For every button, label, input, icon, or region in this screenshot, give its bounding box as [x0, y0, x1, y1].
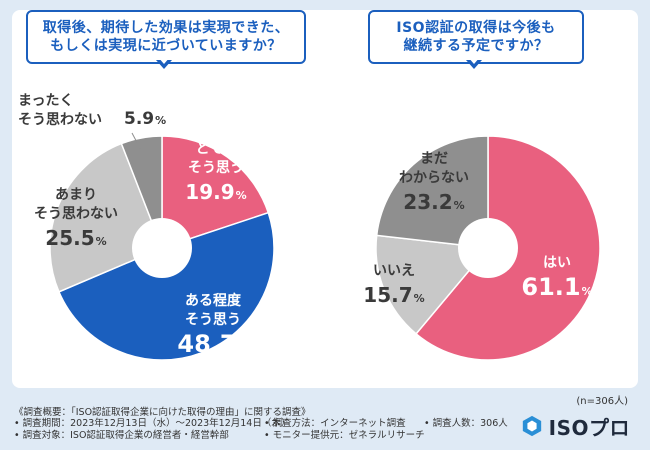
- pie1-label-mattaku-name: まったく そう思わない: [18, 93, 102, 128]
- pie1-center-hole: [132, 218, 192, 278]
- pie1-slice-0: [161, 135, 270, 250]
- pie1-value-totemo: 19.9: [185, 180, 235, 204]
- pie1-label-amari-name: あまり そう思わない: [34, 187, 118, 222]
- pie1-pct-aruteido: %: [237, 342, 249, 355]
- pie2-label-mada: まだ わからない 23.2%: [384, 150, 484, 220]
- pie2-label-hai: はい 61.1%: [512, 254, 602, 306]
- pie1-label-amari: あまり そう思わない 25.5%: [16, 186, 136, 256]
- pie1-label-aruteido: ある程度 そう思う 48.7%: [158, 292, 268, 363]
- footer-method: • 調査方法：インターネット調査: [264, 418, 406, 429]
- pie2-pct-hai: %: [581, 285, 593, 298]
- pie2-slice-1: [375, 234, 490, 335]
- pie2-value-iie: 15.7: [363, 283, 413, 307]
- pie1-label-mattaku: まったく そう思わない: [18, 92, 124, 130]
- pie2-pct-iie: %: [413, 292, 425, 305]
- pie1-pct-mattaku: %: [155, 114, 167, 127]
- chart-1-title: 取得後、期待した効果は実現できた、 もしくは実現に近づいていますか？: [42, 20, 290, 54]
- chart-1-title-pointer: [156, 57, 172, 69]
- pie-chart-1: [49, 135, 275, 361]
- chart-2-title: ISO認証の取得は今後も 継続する予定ですか？: [396, 20, 556, 54]
- pie2-label-mada-name: まだ わからない: [399, 151, 469, 186]
- pie1-value-amari: 25.5: [45, 226, 95, 250]
- pie2-slice-2: [375, 135, 489, 249]
- pie1-value-aruteido: 48.7: [177, 330, 237, 358]
- pie2-label-iie: いいえ 15.7%: [354, 262, 434, 313]
- pie1-pct-amari: %: [95, 235, 107, 248]
- pie1-value-mattaku: 5.9: [124, 109, 155, 129]
- hexagon-logo-icon: [522, 415, 541, 437]
- pie2-value-mada: 23.2: [403, 190, 453, 214]
- sample-size: (n=306人): [576, 396, 628, 407]
- pie2-center-hole: [458, 218, 518, 278]
- pie2-pct-mada: %: [453, 199, 465, 212]
- footer-count: • 調査人数：306人: [424, 418, 508, 429]
- footer-period: • 調査期間：2023年12月13日（水）〜2023年12月14日（木）: [14, 418, 291, 429]
- pie2-label-hai-name: はい: [543, 255, 571, 271]
- footer-target: • 調査対象：ISO認証取得企業の経営者・経営幹部: [14, 430, 229, 441]
- logo-text: ISOプロ: [548, 415, 630, 440]
- pie1-label-totemo: とても そう思う 19.9%: [166, 140, 266, 210]
- pie1-label-totemo-name: とても そう思う: [188, 141, 244, 176]
- chart-2-title-box: ISO認証の取得は今後も 継続する予定ですか？: [368, 10, 584, 64]
- pie1-label-aruteido-name: ある程度 そう思う: [185, 293, 241, 328]
- iso-pro-logo: ISOプロ: [521, 412, 630, 440]
- pie2-value-hai: 61.1: [521, 273, 581, 301]
- pie1-pct-totemo: %: [235, 189, 247, 202]
- leader-line-mattaku: [131, 132, 142, 151]
- pie2-label-iie-name: いいえ: [373, 263, 415, 279]
- chart-2-title-pointer: [466, 57, 482, 69]
- footer-provider: • モニター提供元：ゼネラルリサーチ: [264, 430, 425, 441]
- pie1-value-mattaku-wrap: 5.9%: [124, 105, 167, 135]
- pie-chart-2: [375, 135, 601, 361]
- pie1-slice-1: [57, 211, 275, 361]
- chart-1-title-box: 取得後、期待した効果は実現できた、 もしくは実現に近づいていますか？: [26, 10, 306, 64]
- footer-title: 《調査概要：「ISO認証取得企業に向けた取得の理由」に関する調査》: [14, 407, 311, 418]
